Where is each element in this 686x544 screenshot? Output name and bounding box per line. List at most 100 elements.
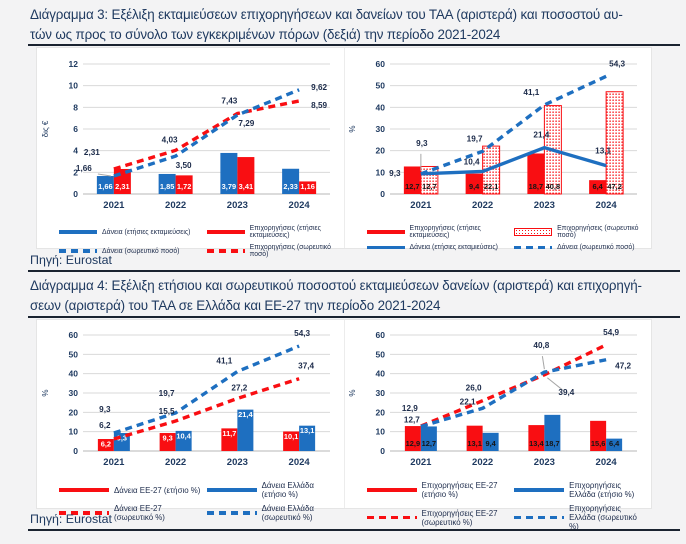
bar-value-label: 3,41 — [238, 182, 252, 191]
bar — [528, 425, 545, 451]
y-tick-label: 40 — [376, 102, 386, 112]
data-line — [113, 99, 300, 171]
y-tick-label: 30 — [376, 388, 386, 398]
x-tick-label: 2021 — [103, 200, 125, 211]
bar-value-label: 9,4 — [486, 439, 497, 448]
bar-value-label: 1,85 — [160, 182, 174, 191]
bar-value-label: 21,4 — [238, 410, 253, 419]
bar — [282, 431, 299, 451]
bar — [482, 432, 499, 451]
bar-value-label: 12,7 — [405, 182, 419, 191]
bar-value-label: 3,79 — [221, 182, 235, 191]
y-tick-label: 60 — [68, 330, 78, 340]
line-value-label: 6,2 — [99, 421, 111, 430]
panel-divider — [343, 48, 345, 248]
panel-divider — [343, 320, 345, 508]
legend-swatch-dash — [59, 511, 109, 515]
y-axis-title: % — [348, 389, 357, 396]
bar-value-label: 40,8 — [546, 182, 560, 191]
bar-value-label: 9,3 — [162, 434, 172, 443]
line-value-label: 19,7 — [158, 389, 174, 398]
legend-swatch-solid — [366, 245, 405, 250]
bar-value-label: 2,31 — [115, 182, 129, 191]
y-axis-title: % — [41, 389, 50, 396]
legend-swatch-solid — [206, 488, 257, 492]
divider-under-source-1 — [28, 270, 680, 272]
y-tick-label: 50 — [376, 81, 386, 91]
bar — [221, 428, 238, 451]
bar — [281, 168, 299, 194]
line-value-label: 9,3 — [389, 169, 401, 178]
bar — [527, 153, 545, 194]
chart-canvas: 0 10 20 30 40 50 60% 2021 2022 2023 2024 6,2 9,3 11,7… — [41, 329, 330, 468]
legend-label: Δάνεια (σωρευτικό ποσό) — [557, 244, 635, 251]
bar — [175, 430, 192, 451]
line-value-label: 54,3 — [609, 59, 625, 68]
figure-4-panel: 0 10 20 30 40 50 60% 2021 2022 2023 2024 6,2 9,3 11,7… — [36, 319, 652, 531]
y-tick-label: 6 — [73, 124, 78, 134]
legend-label: Επιχορηγήσεις (σωρευτικό ποσό) — [249, 244, 331, 258]
y-tick-label: 20 — [376, 407, 386, 417]
x-tick-label: 2024 — [596, 457, 618, 468]
legend-item: Επιχορηγήσεις ΕΕ-27 (σωρευτικό %) — [366, 504, 511, 531]
y-tick-label: 10 — [376, 427, 386, 437]
line-value-label: 12,7 — [404, 415, 420, 424]
legend-item: Επιχορηγήσεις Ελλάδα (ετήσιο %) — [514, 481, 647, 499]
legend-item: Δάνεια ΕΕ-27 (ετήσιο %) — [59, 481, 203, 499]
legend-swatch-dash — [59, 249, 97, 253]
data-line — [420, 358, 607, 429]
legend-swatch-dash — [206, 511, 257, 515]
bar-value-label: 9,4 — [469, 182, 480, 191]
legend-label: Δάνεια (ετήσιες εκταμιεύσεις) — [102, 228, 191, 236]
line-value-label: 9,3 — [416, 139, 428, 148]
bar — [589, 180, 607, 194]
y-tick-label: 50 — [376, 349, 386, 359]
y-tick-label: 8 — [73, 102, 78, 112]
line-value-label: 7,43 — [221, 97, 237, 106]
legend-label: Δάνεια Ελλάδα (σωρευτικό %) — [261, 504, 314, 522]
chart-diagram4-left: 0 10 20 30 40 50 60% 2021 2022 2023 2024 6,2 9,3 11,7… — [37, 320, 344, 522]
bar — [159, 433, 176, 451]
callout-line — [547, 377, 563, 391]
legend-label: Επιχορηγήσεις ΕΕ-27 (ετήσιο %) — [421, 481, 498, 499]
divider-under-caption-4 — [28, 316, 680, 318]
bar — [175, 175, 193, 194]
bar-value-label: 2,33 — [283, 182, 297, 191]
bar-value-label: 6,4 — [593, 182, 604, 191]
legend-label: Δάνεια Ελλάδα (ετήσιο %) — [261, 481, 314, 499]
bar-value-label: 22,1 — [484, 182, 498, 191]
legend-item: Δάνεια (ετήσιες εκταμιεύσεις) — [366, 244, 511, 251]
legend-label: Επιχορηγήσεις Ελλάδα (σωρευτικό %) — [569, 504, 637, 531]
bar-value-label: 47,2 — [608, 182, 622, 191]
bar-value-label: 1,66 — [98, 182, 112, 191]
bar — [97, 439, 114, 451]
line-value-label: 9,3 — [99, 405, 111, 414]
line-value-label: 39,4 — [559, 388, 575, 397]
data-line — [113, 377, 300, 441]
legend-swatch-solid — [366, 488, 417, 492]
legend-item: Δάνεια Ελλάδα (ετήσιο %) — [206, 481, 340, 499]
bar — [590, 420, 607, 451]
bar — [220, 152, 238, 194]
bar-value-label: 9,3 — [116, 434, 126, 443]
bar-value-label: 11,7 — [222, 429, 236, 438]
bar — [405, 426, 422, 451]
caption-line-2: σεων (αριστερά) του ΤΑΑ σε Ελλάδα και ΕΕ… — [30, 297, 441, 313]
callout-line — [542, 356, 546, 370]
bar-value-label: 18,7 — [545, 439, 559, 448]
x-tick-label: 2021 — [411, 200, 433, 211]
x-tick-label: 2023 — [534, 457, 555, 468]
line-value-label: 27,2 — [231, 383, 247, 392]
legend-item: Επιχορηγήσεις (σωρευτικό ποσό) — [514, 225, 647, 239]
legend-swatch-solid — [206, 230, 245, 234]
chart-canvas: 0 2 4 6 8 10 12 δις € 2021 2022 2023 2024 1,66 1,85 3,… — [41, 59, 330, 211]
chart-legend: Επιχορηγήσεις ΕΕ-27 (ετήσιο %) Επιχορηγήσ… — [366, 481, 648, 531]
legend-label: Δάνεια ΕΕ-27 (ετήσιο %) — [114, 485, 201, 495]
chart-legend: Δάνεια ΕΕ-27 (ετήσιο %) Δάνεια Ελλάδα (ετ… — [59, 481, 340, 522]
legend-swatch-dots — [514, 228, 553, 236]
x-tick-label: 2024 — [596, 200, 618, 211]
callout-line — [97, 173, 111, 177]
line-value-label: 47,2 — [615, 362, 631, 371]
legend-label: Επιχορηγήσεις (σωρευτικό ποσό) — [557, 225, 639, 239]
